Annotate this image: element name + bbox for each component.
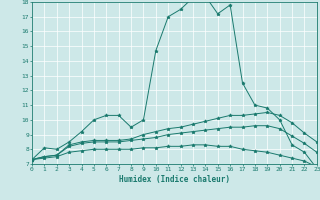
X-axis label: Humidex (Indice chaleur): Humidex (Indice chaleur) [119,175,230,184]
